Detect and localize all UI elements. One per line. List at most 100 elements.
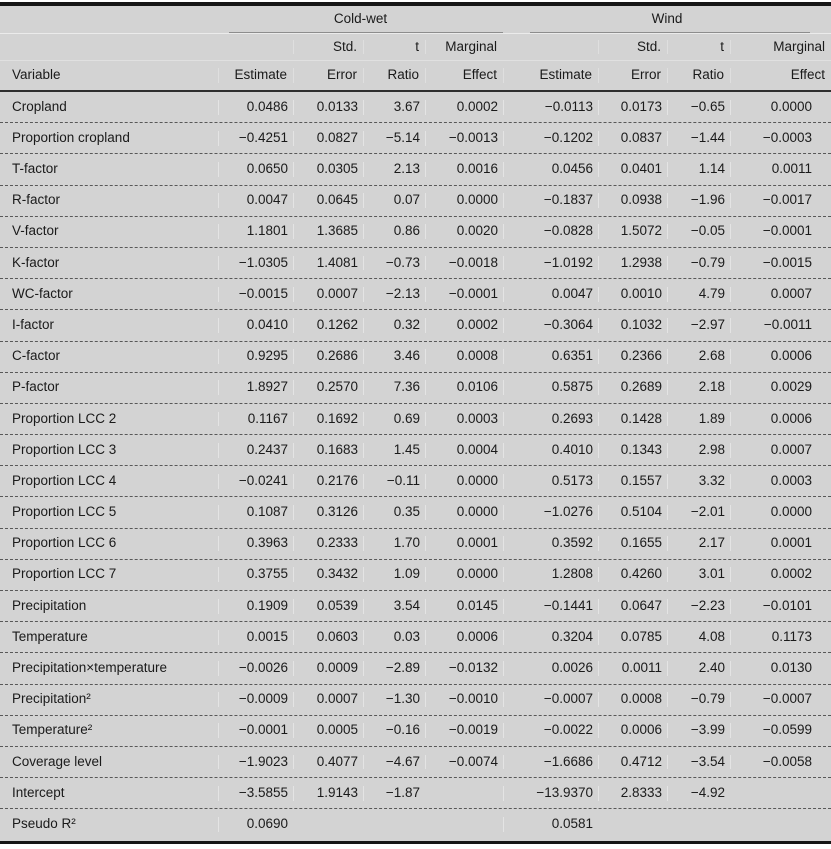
wind-t-ratio-cell: −0.79 [667,692,730,707]
wind-t-ratio-cell: −0.65 [667,100,730,115]
cw-t-ratio-cell: 3.67 [363,100,425,115]
wind-t-ratio-cell: 1.89 [667,412,730,427]
cw-estimate-cell: −1.0305 [218,256,293,271]
variable-label: V-factor [12,224,59,239]
variable-label: Proportion LCC 5 [12,505,117,520]
wind-estimate-cell: −1.0276 [503,505,598,520]
wind-marginal-effect-cell: −0.0007 [730,692,831,707]
wind-t-ratio-cell: −2.01 [667,505,730,520]
table-row: Coverage level −1.9023 0.4077 −4.67 −0.0… [0,747,831,779]
cw-std-error-cell: 0.0005 [293,723,363,738]
cw-estimate-cell: 0.2437 [218,443,293,458]
variable-label: Proportion LCC 6 [12,536,117,551]
wind-estimate-cell: −0.0022 [503,723,598,738]
cw-estimate-cell: −0.0026 [218,661,293,676]
wind-std-error-cell: 0.1655 [598,536,667,551]
wind-estimate-cell: 0.5875 [503,380,598,395]
wind-underline [530,32,810,33]
table-row: Proportion cropland −0.4251 0.0827 −5.14… [0,123,831,155]
wind-std-error-cell: 0.2689 [598,380,667,395]
cw-std-error-cell: 0.0009 [293,661,363,676]
group-header-coldwet-label: Cold-wet [333,11,388,27]
cw-marginal-effect-cell: 0.0002 [425,100,503,115]
cw-marginal-effect-cell: 0.0145 [425,599,503,614]
cw-estimate-cell: 0.0015 [218,630,293,645]
cw-t-ratio-cell: −2.13 [363,287,425,302]
variable-label: Coverage level [12,754,103,769]
wind-std-error-cell: 0.0011 [598,661,667,676]
table-row: Temperature 0.0015 0.0603 0.03 0.0006 0.… [0,622,831,654]
wind-estimate-cell: 0.4010 [503,443,598,458]
table-row: Precipitation 0.1909 0.0539 3.54 0.0145 … [0,591,831,623]
cw-estimate-cell: 1.1801 [218,224,293,239]
cw-marginal-effect-cell: −0.0013 [425,131,503,146]
cw-marginal-effect-cell: −0.0001 [425,287,503,302]
subheader-cell: t [363,40,425,55]
wind-marginal-effect-cell: 0.0029 [730,380,831,395]
table-row: Precipitation×temperature −0.0026 0.0009… [0,653,831,685]
cw-marginal-effect-cell: 0.0003 [425,412,503,427]
subheader-cell: Std. [598,40,667,55]
cw-t-ratio-cell: 0.32 [363,318,425,333]
wind-t-ratio-cell: −2.97 [667,318,730,333]
variable-label: P-factor [12,380,60,395]
wind-std-error-cell: 1.5072 [598,224,667,239]
wind-marginal-effect-cell: −0.0058 [730,755,831,770]
cw-estimate-cell: 0.0410 [218,318,293,333]
cw-std-error-cell: 0.0007 [293,287,363,302]
cw-marginal-effect-cell: 0.0000 [425,505,503,520]
cw-std-error-cell: 0.2176 [293,474,363,489]
table-row: Proportion LCC 7 0.3755 0.3432 1.09 0.00… [0,560,831,591]
wind-estimate-cell: −0.1202 [503,131,598,146]
wind-t-ratio-cell: 4.08 [667,630,730,645]
wind-marginal-effect-cell: 0.0011 [730,162,831,177]
cw-estimate-cell: −1.9023 [218,755,293,770]
wind-estimate-cell: −1.0192 [503,256,598,271]
cw-t-ratio-cell: −4.67 [363,755,425,770]
variable-label: Precipitation [12,598,87,613]
table-row: K-factor −1.0305 1.4081 −0.73 −0.0018 −1… [0,248,831,280]
variable-label: R-factor [12,193,61,208]
cw-t-ratio-cell: −1.30 [363,692,425,707]
table-row: Pseudo R² 0.0690 0.0581 [0,809,831,840]
group-header-row: Cold-wet Wind [0,6,831,34]
bottom-rule [0,840,831,844]
wind-std-error-cell: 0.1032 [598,318,667,333]
variable-label: Proportion LCC 3 [12,442,117,457]
subheader-row-1: Std. t Marginal Std. t Marginal [0,34,831,61]
wind-std-error-cell: 0.5104 [598,505,667,520]
cw-t-ratio-cell: −1.87 [363,786,425,801]
wind-marginal-effect-cell: 0.0006 [730,349,831,364]
cw-marginal-effect-cell: −0.0018 [425,256,503,271]
wind-marginal-effect-cell: 0.0000 [730,505,831,520]
table-row: Proportion LCC 6 0.3963 0.2333 1.70 0.00… [0,529,831,560]
wind-t-ratio-cell: 2.17 [667,536,730,551]
cw-marginal-effect-cell: −0.0074 [425,755,503,770]
subheader-cell: Marginal [730,40,831,55]
wind-std-error-cell: 0.0008 [598,692,667,707]
wind-std-error-cell: 0.0173 [598,100,667,115]
cw-std-error-cell: 0.0603 [293,630,363,645]
wind-estimate-cell: 0.3204 [503,630,598,645]
cw-t-ratio-cell: −0.16 [363,723,425,738]
wind-estimate-cell: 1.2808 [503,567,598,582]
table-row: P-factor 1.8927 0.2570 7.36 0.0106 0.587… [0,373,831,404]
cw-std-error-cell: 0.0305 [293,162,363,177]
cw-marginal-effect-cell: 0.0106 [425,380,503,395]
cw-std-error-cell: 0.3432 [293,567,363,582]
table-row: Precipitation² −0.0009 0.0007 −1.30 −0.0… [0,685,831,716]
wind-t-ratio-cell: −3.99 [667,723,730,738]
table-row: Proportion LCC 4 −0.0241 0.2176 −0.11 0.… [0,466,831,498]
subheader-row-2: Variable Estimate Error Ratio Effect Est… [0,61,831,90]
subheader-cell: Std. [293,40,363,55]
wind-marginal-effect-column-header: Effect [730,68,831,83]
table-header: Cold-wet Wind Std. t Marginal Std. t Mar… [0,6,831,90]
wind-estimate-cell: −1.6686 [503,755,598,770]
cw-t-ratio-cell: −2.89 [363,661,425,676]
wind-marginal-effect-cell: 0.0001 [730,536,831,551]
cw-marginal-effect-cell: 0.0000 [425,567,503,582]
variable-label: WC-factor [12,286,73,301]
wind-t-ratio-cell: 4.79 [667,287,730,302]
table-row: C-factor 0.9295 0.2686 3.46 0.0008 0.635… [0,342,831,373]
